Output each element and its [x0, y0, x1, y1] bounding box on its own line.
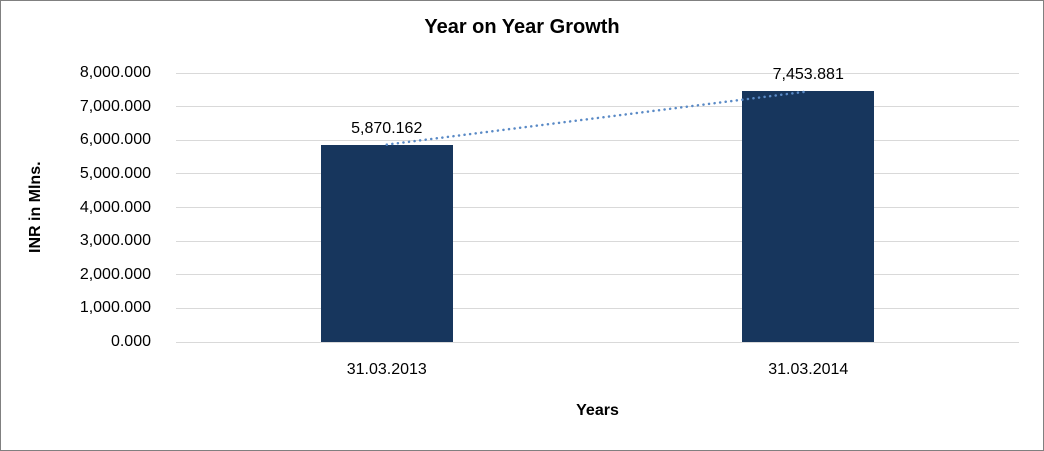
- y-tick-label: 8,000.000: [79, 64, 151, 81]
- chart-title: Year on Year Growth: [424, 16, 620, 38]
- bar-value-label: 5,870.162: [351, 119, 423, 137]
- bar: [320, 144, 453, 342]
- gridline: [176, 240, 1019, 242]
- y-tick-label: 7,000.000: [79, 97, 151, 115]
- y-tick-label: 0.000: [110, 333, 151, 350]
- gridline: [176, 207, 1019, 208]
- bar: [742, 91, 875, 342]
- x-axis-labels: 31.03.2013 31.03.2014: [176, 361, 1019, 383]
- x-axis-title: Years: [576, 402, 619, 419]
- y-tick-label: 6,000.000: [79, 131, 151, 149]
- bar-value-label: 7,453.881: [772, 66, 844, 84]
- x-category-label: 31.03.2014: [768, 361, 849, 378]
- bars-layer: 5,870.162 7,453.881: [176, 66, 1019, 342]
- gridline: [176, 341, 1019, 343]
- y-tick-label: 5,000.000: [79, 164, 151, 182]
- plot-area: 5,870.162 7,453.881: [176, 66, 1019, 343]
- y-tick-label: 1,000.000: [79, 299, 151, 317]
- gridline: [176, 274, 1019, 276]
- gridline: [176, 307, 1019, 309]
- y-tick-label: 3,000.000: [79, 232, 151, 250]
- y-tick-label: 2,000.000: [79, 265, 151, 283]
- y-tick-label: 4,000.000: [79, 198, 151, 216]
- x-category-label: 31.03.2013: [346, 361, 427, 378]
- y-axis-tick-labels: 0.000 1,000.000 2,000.000 3,000.000 4,000.00…: [1, 64, 163, 350]
- gridline: [176, 173, 1019, 175]
- gridline: [176, 72, 1019, 74]
